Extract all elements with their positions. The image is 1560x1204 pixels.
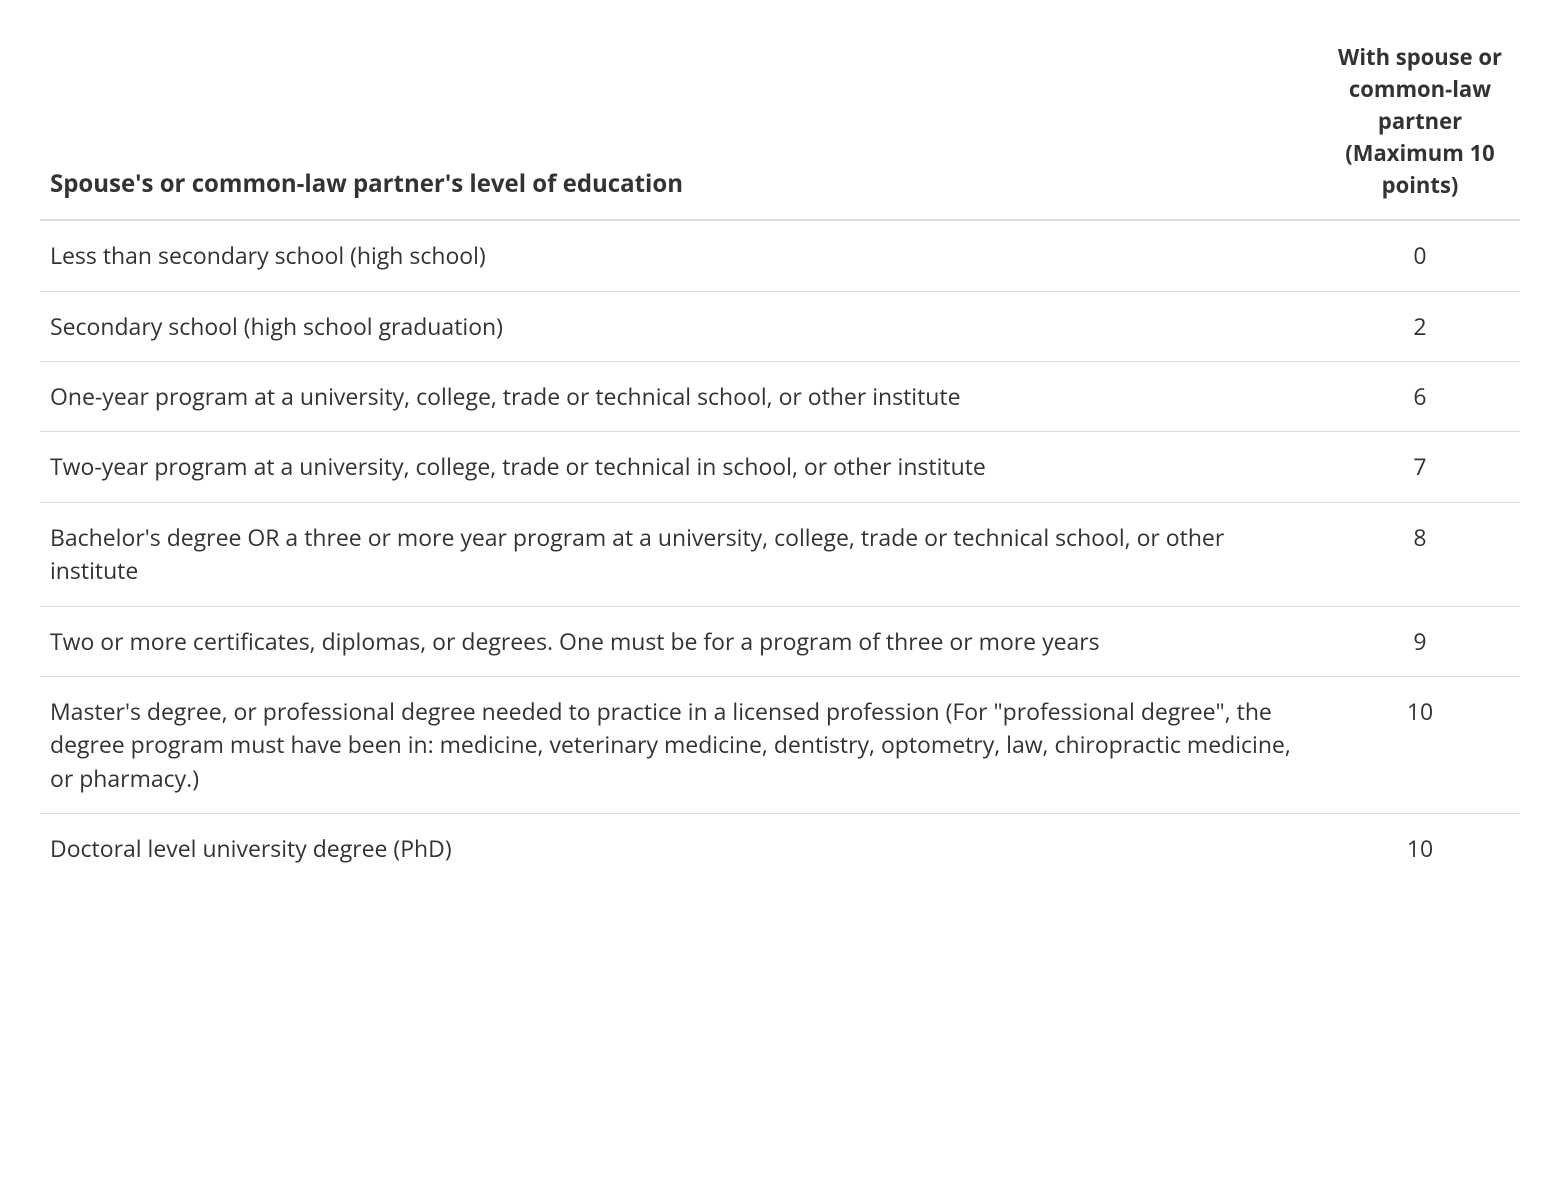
- table-row: Less than secondary school (high school)…: [40, 220, 1520, 291]
- education-cell: Doctoral level university degree (PhD): [40, 813, 1320, 883]
- table-row: Doctoral level university degree (PhD) 1…: [40, 813, 1520, 883]
- education-cell: Bachelor's degree OR a three or more yea…: [40, 502, 1320, 606]
- points-cell: 2: [1320, 291, 1520, 361]
- points-cell: 9: [1320, 606, 1520, 676]
- education-cell: Two or more certificates, diplomas, or d…: [40, 606, 1320, 676]
- table-row: Bachelor's degree OR a three or more yea…: [40, 502, 1520, 606]
- education-cell: Secondary school (high school graduation…: [40, 291, 1320, 361]
- education-cell: Master's degree, or professional degree …: [40, 676, 1320, 813]
- table-header-row: Spouse's or common-law partner's level o…: [40, 30, 1520, 220]
- table-row: Master's degree, or professional degree …: [40, 676, 1520, 813]
- education-cell: Less than secondary school (high school): [40, 220, 1320, 291]
- points-cell: 7: [1320, 432, 1520, 502]
- points-cell: 6: [1320, 362, 1520, 432]
- education-points-table: Spouse's or common-law partner's level o…: [40, 30, 1520, 883]
- points-cell: 8: [1320, 502, 1520, 606]
- table-row: Secondary school (high school graduation…: [40, 291, 1520, 361]
- points-cell: 10: [1320, 676, 1520, 813]
- points-header: With spouse or common-law partner (Maxim…: [1320, 30, 1520, 220]
- table-body: Less than secondary school (high school)…: [40, 220, 1520, 883]
- education-header: Spouse's or common-law partner's level o…: [40, 30, 1320, 220]
- table-row: One-year program at a university, colleg…: [40, 362, 1520, 432]
- education-points-table-container: Spouse's or common-law partner's level o…: [40, 30, 1520, 883]
- table-row: Two-year program at a university, colleg…: [40, 432, 1520, 502]
- points-cell: 0: [1320, 220, 1520, 291]
- points-cell: 10: [1320, 813, 1520, 883]
- education-cell: Two-year program at a university, colleg…: [40, 432, 1320, 502]
- table-row: Two or more certificates, diplomas, or d…: [40, 606, 1520, 676]
- education-cell: One-year program at a university, colleg…: [40, 362, 1320, 432]
